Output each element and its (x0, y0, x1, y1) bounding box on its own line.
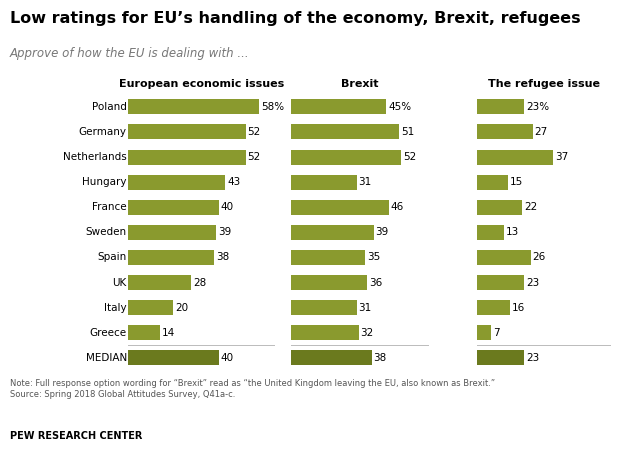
Bar (291, 275, 367, 290)
Bar (291, 175, 357, 189)
Bar (291, 325, 359, 340)
Bar (128, 225, 216, 240)
Text: 16: 16 (511, 303, 525, 313)
Bar (477, 325, 492, 340)
Text: 38: 38 (373, 353, 387, 363)
Text: 52: 52 (248, 152, 261, 162)
Bar (128, 325, 160, 340)
Text: The refugee issue: The refugee issue (488, 79, 600, 89)
Text: 37: 37 (555, 152, 568, 162)
Text: Netherlands: Netherlands (63, 152, 127, 162)
Text: 51: 51 (401, 127, 414, 137)
Text: 7: 7 (493, 328, 500, 338)
Text: 43: 43 (227, 177, 241, 187)
Bar (128, 124, 246, 140)
Text: 15: 15 (509, 177, 523, 187)
Bar (477, 200, 522, 215)
Text: 58%: 58% (261, 102, 284, 112)
Text: 23%: 23% (526, 102, 549, 112)
Text: 40: 40 (220, 202, 234, 212)
Text: 52: 52 (248, 127, 261, 137)
Text: PEW RESEARCH CENTER: PEW RESEARCH CENTER (10, 431, 142, 441)
Bar (128, 200, 219, 215)
Text: Low ratings for EU’s handling of the economy, Brexit, refugees: Low ratings for EU’s handling of the eco… (10, 11, 580, 26)
Text: 36: 36 (369, 277, 382, 287)
Bar (128, 275, 191, 290)
Text: Spain: Spain (98, 252, 127, 263)
Text: 45%: 45% (388, 102, 412, 112)
Bar (128, 150, 246, 165)
Bar (291, 350, 372, 365)
Text: 27: 27 (534, 127, 548, 137)
Bar (477, 300, 510, 315)
Bar (477, 175, 508, 189)
Bar (128, 175, 225, 189)
Text: Approve of how the EU is dealing with ...: Approve of how the EU is dealing with ..… (10, 47, 249, 60)
Text: 13: 13 (506, 227, 518, 238)
Text: Note: Full response option wording for “Brexit” read as “the United Kingdom leav: Note: Full response option wording for “… (10, 379, 495, 399)
Text: MEDIAN: MEDIAN (86, 353, 127, 363)
Text: 52: 52 (403, 152, 416, 162)
Text: France: France (92, 202, 127, 212)
Text: 31: 31 (358, 177, 372, 187)
Text: Poland: Poland (92, 102, 127, 112)
Text: 28: 28 (193, 277, 207, 287)
Text: 40: 40 (220, 353, 234, 363)
Bar (291, 250, 365, 265)
Bar (477, 124, 532, 140)
Bar (477, 250, 531, 265)
Bar (128, 350, 219, 365)
Bar (477, 99, 524, 114)
Text: 23: 23 (526, 353, 540, 363)
Text: 38: 38 (216, 252, 229, 263)
Bar (477, 150, 554, 165)
Text: 39: 39 (376, 227, 388, 238)
Text: 26: 26 (532, 252, 545, 263)
Text: Hungary: Hungary (83, 177, 127, 187)
Text: Italy: Italy (104, 303, 127, 313)
Text: European economic issues: European economic issues (119, 79, 284, 89)
Text: 35: 35 (367, 252, 380, 263)
Bar (477, 225, 504, 240)
Text: 39: 39 (218, 227, 232, 238)
Bar (128, 99, 259, 114)
Bar (477, 350, 524, 365)
Bar (291, 200, 388, 215)
Bar (291, 300, 357, 315)
Text: Brexit: Brexit (341, 79, 379, 89)
Text: Germany: Germany (79, 127, 127, 137)
Bar (291, 150, 401, 165)
Text: 20: 20 (175, 303, 188, 313)
Text: 22: 22 (524, 202, 537, 212)
Text: 23: 23 (526, 277, 540, 287)
Bar (128, 250, 214, 265)
Text: Sweden: Sweden (86, 227, 127, 238)
Bar (291, 225, 374, 240)
Bar (291, 124, 399, 140)
Text: 32: 32 (360, 328, 374, 338)
Bar (477, 275, 524, 290)
Bar (291, 99, 387, 114)
Text: 31: 31 (358, 303, 372, 313)
Bar (128, 300, 173, 315)
Text: UK: UK (113, 277, 127, 287)
Text: 46: 46 (390, 202, 404, 212)
Text: 14: 14 (161, 328, 175, 338)
Text: Greece: Greece (90, 328, 127, 338)
